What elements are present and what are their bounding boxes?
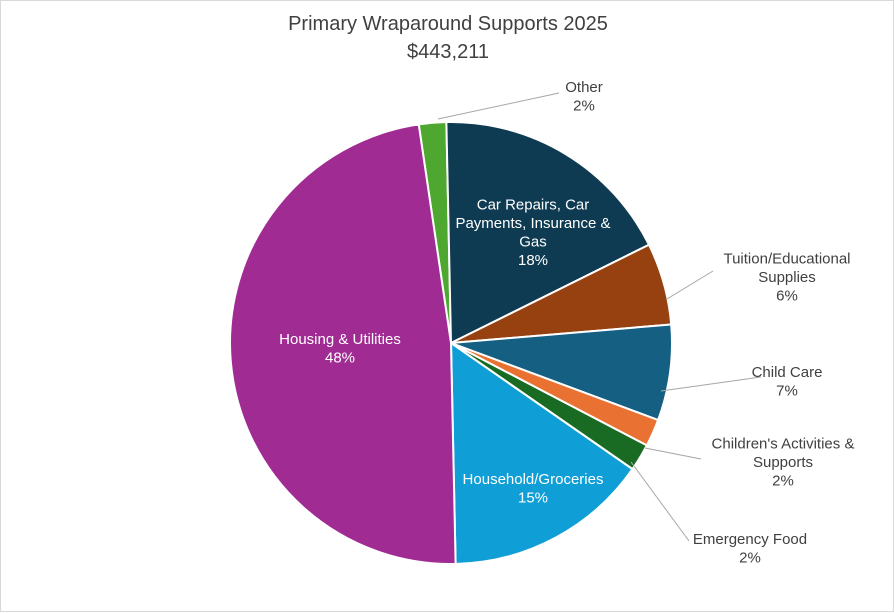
leader-line-children-s-activities-supports: [644, 447, 702, 460]
chart-subtitle: $443,211: [407, 41, 489, 63]
leader-line-other: [437, 92, 560, 120]
slice-category-label: Car Repairs, Car: [477, 196, 590, 213]
slice-label-tuition-educational-supplies: Tuition/Educational Supplies 6%: [723, 251, 850, 305]
slice-category-label: Emergency Food: [693, 531, 807, 548]
chart-title: Primary Wraparound Supports 2025: [288, 13, 608, 35]
slice-value-label: 15%: [518, 489, 548, 506]
slice-value-label: 2%: [739, 549, 761, 566]
slice-category-label: Payments, Insurance &: [455, 215, 610, 232]
slice-category-label: Supports: [753, 454, 813, 471]
slice-label-car-repairs-car-payments-insurance-gas: Car Repairs, Car Payments, Insurance & Gas…: [455, 196, 610, 268]
leader-line-emergency-food: [630, 461, 690, 542]
slice-category-label: Tuition/Educational: [723, 251, 850, 268]
slice-value-label: 6%: [776, 288, 798, 305]
slice-label-housing-utilities: Housing & Utilities 48%: [279, 331, 401, 367]
slice-labels: Other 2%Car Repairs, Car Payments, Insuran…: [279, 79, 855, 567]
slice-value-label: 48%: [325, 349, 355, 366]
leader-line-tuition-educational-supplies: [666, 270, 714, 300]
leader-line-child-care: [660, 376, 762, 392]
slice-label-emergency-food: Emergency Food 2%: [693, 531, 807, 567]
slice-label-child-care: Child Care 7%: [752, 364, 823, 400]
slice-value-label: 2%: [573, 97, 595, 114]
slice-label-other: Other 2%: [565, 79, 603, 115]
slice-category-label: Supplies: [758, 269, 816, 286]
pie-slice-household-groceries: [450, 342, 634, 565]
slice-category-label: Other: [565, 79, 603, 96]
slice-value-label: 18%: [518, 252, 548, 269]
leader-lines: [437, 92, 762, 542]
slice-category-label: Children's Activities &: [712, 436, 855, 453]
slice-category-label: Household/Groceries: [463, 471, 604, 488]
slice-value-label: 2%: [772, 473, 794, 490]
pie-slice-car-repairs-car-payments-insurance-gas: [445, 121, 650, 344]
pie-slice-housing-utilities: [229, 123, 457, 565]
slice-category-label: Housing & Utilities: [279, 331, 401, 348]
slice-label-household-groceries: Household/Groceries 15%: [463, 471, 604, 507]
slice-label-children-s-activities-supports: Children's Activities & Supports 2%: [712, 436, 855, 490]
slice-category-label: Gas: [519, 233, 547, 250]
slice-value-label: 7%: [776, 382, 798, 399]
slice-category-label: Child Care: [752, 364, 823, 381]
pie-slices: [229, 121, 673, 565]
